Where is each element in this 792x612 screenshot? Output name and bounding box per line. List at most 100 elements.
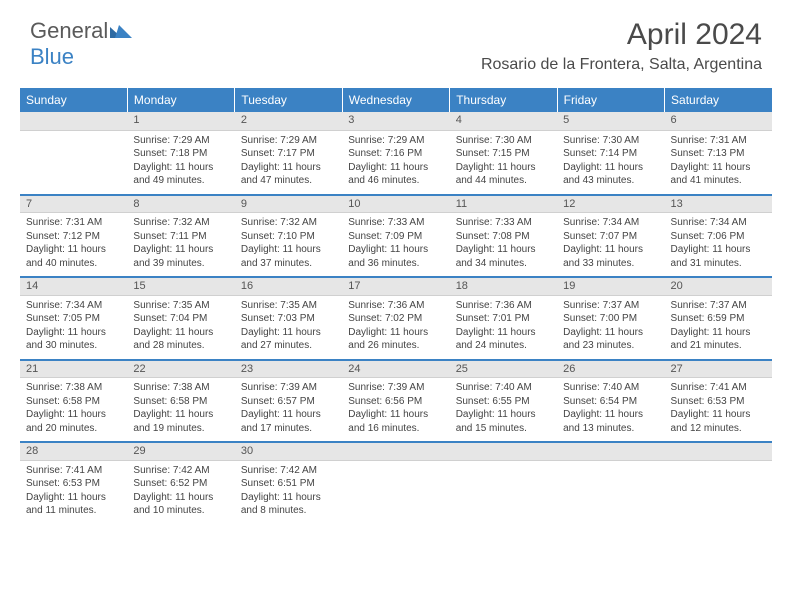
- sunset-text: Sunset: 7:16 PM: [348, 147, 443, 161]
- month-title: April 2024: [481, 18, 762, 52]
- day-cell: Sunrise: 7:35 AMSunset: 7:04 PMDaylight:…: [127, 295, 234, 360]
- day-content-row: Sunrise: 7:31 AMSunset: 7:12 PMDaylight:…: [20, 213, 772, 278]
- day-cell: Sunrise: 7:37 AMSunset: 6:59 PMDaylight:…: [665, 295, 772, 360]
- sunrise-text: Sunrise: 7:36 AM: [456, 299, 551, 313]
- day-number: [450, 442, 557, 460]
- sunset-text: Sunset: 6:58 PM: [26, 395, 121, 409]
- day-number: [342, 442, 449, 460]
- daylight-text: Daylight: 11 hours and 12 minutes.: [671, 408, 766, 435]
- day-cell: Sunrise: 7:33 AMSunset: 7:09 PMDaylight:…: [342, 213, 449, 278]
- day-content-row: Sunrise: 7:38 AM Sunset: 6:58 PM Daylight:…: [20, 378, 772, 443]
- sunrise-text: Sunrise: 7:31 AM: [671, 134, 766, 148]
- sunrise-text: Sunrise: 7:33 AM: [456, 216, 551, 230]
- sunset-text: Sunset: 6:59 PM: [671, 312, 766, 326]
- sunrise-text: Sunrise: 7:41 AM: [26, 464, 121, 478]
- daylight-text: Daylight: 11 hours and 19 minutes.: [133, 408, 228, 435]
- weekday-header: Saturday: [665, 88, 772, 112]
- day-number: 3: [342, 112, 449, 130]
- day-number: 9: [235, 195, 342, 213]
- day-cell: Sunrise: 7:31 AMSunset: 7:13 PMDaylight:…: [665, 130, 772, 195]
- weekday-header: Wednesday: [342, 88, 449, 112]
- logo: GeneralBlue: [30, 18, 132, 70]
- daylight-text: Daylight: 11 hours and 15 minutes.: [456, 408, 551, 435]
- day-cell: Sunrise: 7:42 AMSunset: 6:51 PMDaylight:…: [235, 460, 342, 524]
- sunrise-text: Sunrise: 7:42 AM: [241, 464, 336, 478]
- day-number: 16: [235, 277, 342, 295]
- day-cell: Sunrise: 7:40 AMSunset: 6:54 PMDaylight:…: [557, 378, 664, 443]
- location: Rosario de la Frontera, Salta, Argentina: [481, 56, 762, 74]
- daylight-text: Daylight: 11 hours and 11 minutes.: [26, 491, 121, 518]
- day-number: 7: [20, 195, 127, 213]
- sunrise-text: Sunrise: 7:32 AM: [133, 216, 228, 230]
- daylight-text: Daylight: 11 hours and 30 minutes.: [26, 326, 121, 353]
- sunset-text: Sunset: 6:54 PM: [563, 395, 658, 409]
- sunrise-text: Sunrise: 7:39 AM: [348, 381, 443, 395]
- weekday-header: Sunday: [20, 88, 127, 112]
- daylight-text: Daylight: 11 hours and 8 minutes.: [241, 491, 336, 518]
- daylight-text: Daylight: 11 hours and 21 minutes.: [671, 326, 766, 353]
- day-number-row: 14151617181920: [20, 277, 772, 295]
- sunrise-text: Sunrise: 7:30 AM: [563, 134, 658, 148]
- sunrise-text: Sunrise: 7:35 AM: [133, 299, 228, 313]
- daylight-text: Daylight: 11 hours and 17 minutes.: [241, 408, 336, 435]
- daylight-text: Daylight: 11 hours and 47 minutes.: [241, 161, 336, 188]
- sunset-text: Sunset: 6:53 PM: [671, 395, 766, 409]
- sunrise-text: Sunrise: 7:38 AM: [133, 381, 228, 395]
- day-number: 12: [557, 195, 664, 213]
- day-number: 10: [342, 195, 449, 213]
- sunset-text: Sunset: 7:11 PM: [133, 230, 228, 244]
- day-number-row: 78910111213: [20, 195, 772, 213]
- daylight-text: Daylight: 11 hours and 33 minutes.: [563, 243, 658, 270]
- day-cell: Sunrise: 7:30 AMSunset: 7:14 PMDaylight:…: [557, 130, 664, 195]
- day-cell: Sunrise: 7:41 AMSunset: 6:53 PMDaylight:…: [20, 460, 127, 524]
- day-number: 13: [665, 195, 772, 213]
- day-cell: Sunrise: 7:40 AMSunset: 6:55 PMDaylight:…: [450, 378, 557, 443]
- sunrise-text: Sunrise: 7:29 AM: [133, 134, 228, 148]
- sunset-text: Sunset: 7:04 PM: [133, 312, 228, 326]
- day-number: 15: [127, 277, 234, 295]
- day-number: 19: [557, 277, 664, 295]
- day-number: [665, 442, 772, 460]
- sunset-text: Sunset: 7:14 PM: [563, 147, 658, 161]
- day-cell: Sunrise: 7:42 AMSunset: 6:52 PMDaylight:…: [127, 460, 234, 524]
- sunrise-text: Sunrise: 7:41 AM: [671, 381, 766, 395]
- sunrise-text: Sunrise: 7:33 AM: [348, 216, 443, 230]
- weekday-header: Thursday: [450, 88, 557, 112]
- day-number: 2: [235, 112, 342, 130]
- day-cell: Sunrise: 7:36 AMSunset: 7:02 PMDaylight:…: [342, 295, 449, 360]
- sunset-text: Sunset: 7:07 PM: [563, 230, 658, 244]
- day-cell: Sunrise: 7:29 AMSunset: 7:18 PMDaylight:…: [127, 130, 234, 195]
- day-cell: Sunrise: 7:38 AMSunset: 6:58 PMDaylight:…: [127, 378, 234, 443]
- day-number: 28: [20, 442, 127, 460]
- daylight-text: Daylight: 11 hours and 13 minutes.: [563, 408, 658, 435]
- day-number: 4: [450, 112, 557, 130]
- daylight-text: Daylight: 11 hours and 34 minutes.: [456, 243, 551, 270]
- sunset-text: Sunset: 7:05 PM: [26, 312, 121, 326]
- day-number-row: 21222324252627: [20, 360, 772, 378]
- day-content-row: Sunrise: 7:29 AMSunset: 7:18 PMDaylight:…: [20, 130, 772, 195]
- daylight-text: Daylight: 11 hours and 23 minutes.: [563, 326, 658, 353]
- daylight-text: Daylight: 11 hours and 37 minutes.: [241, 243, 336, 270]
- sunrise-text: Sunrise: 7:36 AM: [348, 299, 443, 313]
- day-number: 6: [665, 112, 772, 130]
- weekday-header: Friday: [557, 88, 664, 112]
- sunset-text: Sunset: 7:15 PM: [456, 147, 551, 161]
- sunset-text: Sunset: 7:09 PM: [348, 230, 443, 244]
- day-number: 29: [127, 442, 234, 460]
- sunset-text: Sunset: 7:02 PM: [348, 312, 443, 326]
- day-number-row: 123456: [20, 112, 772, 130]
- day-cell: Sunrise: 7:39 AMSunset: 6:57 PMDaylight:…: [235, 378, 342, 443]
- sunset-text: Sunset: 7:00 PM: [563, 312, 658, 326]
- logo-text-general: General: [30, 18, 108, 43]
- sunset-text: Sunset: 7:17 PM: [241, 147, 336, 161]
- sunset-text: Sunset: 7:08 PM: [456, 230, 551, 244]
- sunrise-text: Sunrise: 7:39 AM: [241, 381, 336, 395]
- header: GeneralBlue April 2024 Rosario de la Fro…: [0, 0, 792, 82]
- sunrise-text: Sunrise: 7:31 AM: [26, 216, 121, 230]
- sunset-text: Sunset: 7:06 PM: [671, 230, 766, 244]
- sunrise-text: Sunrise: 7:37 AM: [563, 299, 658, 313]
- day-cell: Sunrise: 7:29 AMSunset: 7:16 PMDaylight:…: [342, 130, 449, 195]
- day-number: 26: [557, 360, 664, 378]
- sunset-text: Sunset: 7:13 PM: [671, 147, 766, 161]
- sunset-text: Sunset: 6:56 PM: [348, 395, 443, 409]
